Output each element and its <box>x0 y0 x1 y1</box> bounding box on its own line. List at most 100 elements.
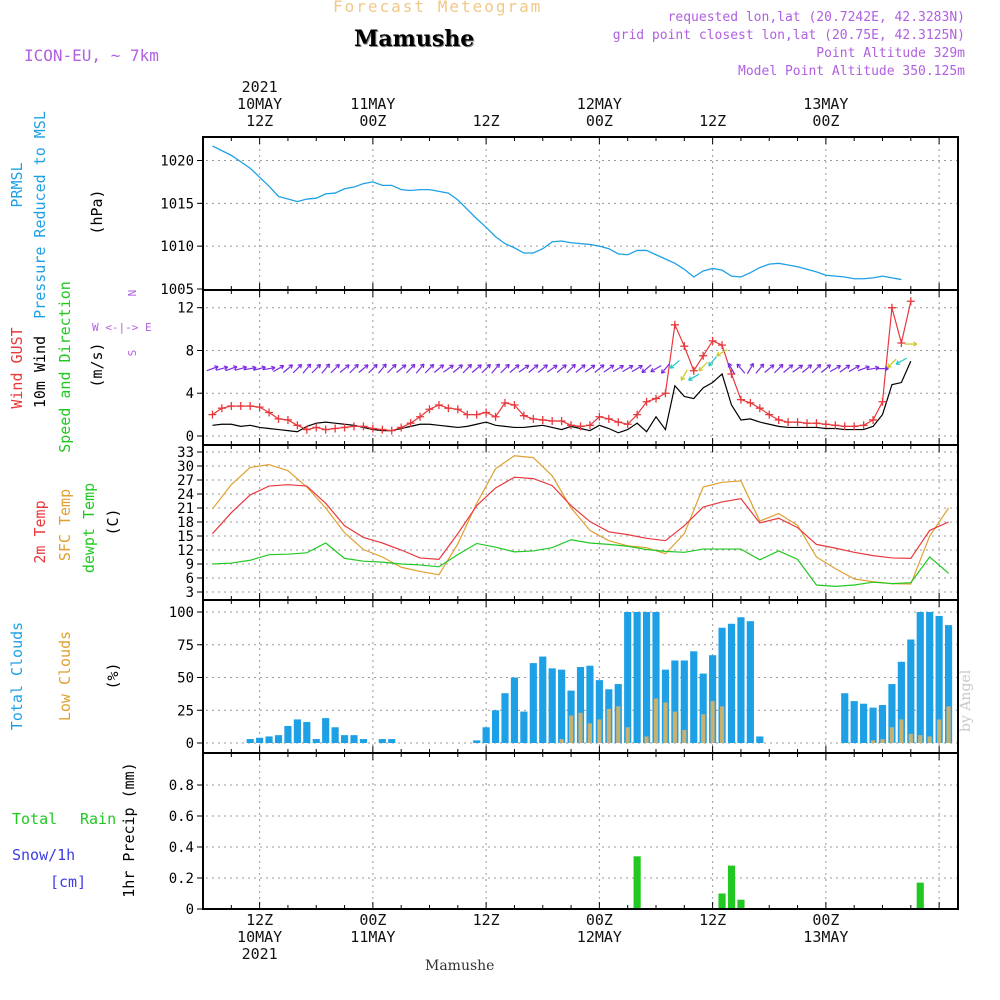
wind-direction-arrow <box>716 349 728 357</box>
ytick-label-wind: 0 <box>186 429 194 445</box>
bottom-time-label-l2: 12MAY <box>577 928 622 946</box>
wind-direction-arrow <box>669 360 680 369</box>
wind-direction-arrow <box>424 363 435 374</box>
wind-direction-shaft <box>783 364 794 373</box>
ytick-label-clouds: 25 <box>177 703 194 719</box>
wind-direction-shaft <box>650 365 662 373</box>
total-cloud-bar <box>690 651 698 743</box>
wind-gust-marker <box>755 404 764 413</box>
total-cloud-bar <box>246 739 254 743</box>
top-time-label-l3: 00Z <box>359 112 386 130</box>
precip-unit: 1hr Precip (mm) <box>120 762 138 897</box>
low-cloud-bar <box>663 702 668 743</box>
top-time-label-l3: 00Z <box>586 112 613 130</box>
panel-frame-precip <box>202 752 959 910</box>
ytick-label-precip: 0 <box>186 902 194 918</box>
wind-direction-arrow <box>377 363 387 374</box>
total-cloud-bar <box>539 656 547 743</box>
wind-gust-marker <box>217 404 226 413</box>
wind-direction-shaft <box>829 365 841 373</box>
wind-direction-head <box>836 364 842 370</box>
wind-direction-shaft <box>415 363 425 374</box>
wind-direction-arrow <box>904 341 918 347</box>
wind-direction-head <box>242 365 247 371</box>
ytick-label-temperature: 18 <box>177 515 194 531</box>
wind-gust-marker <box>585 421 594 430</box>
wind-direction-shaft <box>716 349 728 357</box>
wind-direction-shaft <box>518 364 530 373</box>
wind-direction-shaft <box>263 367 276 371</box>
wind-gust-marker <box>359 422 368 431</box>
low-cloud-bar <box>889 727 895 743</box>
wind-gust-marker <box>746 398 755 407</box>
wind-gust-marker <box>595 412 604 421</box>
total-cloud-bar <box>501 693 509 743</box>
wind-gust-marker <box>397 423 406 432</box>
wind-direction-shaft <box>566 363 576 374</box>
wind-direction-head <box>884 366 889 372</box>
precip-total-label: Total <box>12 810 57 828</box>
wind-direction-head <box>736 363 742 369</box>
wind-direction-arrow <box>509 364 520 373</box>
wind-direction-head <box>345 364 350 369</box>
wind-direction-head <box>391 363 397 369</box>
wind-gust-marker <box>255 403 264 412</box>
wind-direction-head <box>571 363 576 369</box>
wind-direction-shaft <box>244 367 257 371</box>
wind-direction-shaft <box>746 363 754 375</box>
total-cloud-bar <box>322 718 330 743</box>
wind-direction-shaft <box>368 363 378 374</box>
wind-gust-marker <box>227 402 236 411</box>
wind-direction-arrow <box>358 364 369 373</box>
bottom-time-label-l1: 00Z <box>812 911 839 929</box>
low-cloud-bar <box>568 715 574 743</box>
wind-gust-marker <box>425 405 434 414</box>
wind-direction-head <box>261 365 266 371</box>
wind-direction-arrow <box>895 357 907 365</box>
wind-direction-head <box>887 363 892 369</box>
bottom-time-label-l2: 13MAY <box>803 928 848 946</box>
wind-gust-marker <box>312 423 321 432</box>
low-cloud-bar <box>597 719 602 743</box>
wind-direction-head <box>373 363 378 369</box>
wind-direction-shaft <box>396 364 407 373</box>
wind-direction-shaft <box>622 365 634 373</box>
wind-unit: (m/s) <box>88 342 106 387</box>
ytick-label-temperature: 30 <box>177 459 194 475</box>
wind-direction-head <box>660 369 666 374</box>
wind-direction-arrow <box>311 363 322 374</box>
wind-direction-arrow <box>491 363 501 374</box>
wind-direction-shaft <box>405 363 416 374</box>
temp-sfc-line <box>211 455 950 585</box>
wind-direction-head <box>429 363 435 369</box>
top-time-label-l2: 13MAY <box>803 95 848 113</box>
wind-gust-marker <box>510 400 519 409</box>
low-cloud-bar <box>701 714 706 743</box>
wind-direction-shaft <box>387 363 397 374</box>
wind-direction-arrow <box>253 365 266 371</box>
wind-direction-shaft <box>443 364 454 373</box>
wind-direction-head <box>401 364 407 369</box>
wind-gust-marker <box>463 410 472 419</box>
wind-direction-head <box>354 363 359 369</box>
panel-frame-wind <box>202 289 959 446</box>
total-cloud-bar <box>482 727 490 743</box>
footer-station: Mamushe <box>425 958 495 974</box>
wind-direction-shaft <box>575 364 586 373</box>
ytick-label-temperature: 24 <box>177 487 194 503</box>
wind-gust-marker <box>803 419 811 428</box>
wind-direction-shaft <box>848 365 860 373</box>
wind-gust-marker <box>642 397 651 406</box>
wind-direction-arrow <box>244 365 257 371</box>
wind-direction-arrow <box>396 364 407 373</box>
wind-gust-marker <box>812 419 821 428</box>
total-cloud-bar <box>652 612 660 743</box>
wind-gust-marker <box>387 426 396 435</box>
wind-direction-head <box>458 364 463 369</box>
total-cloud-bar <box>907 639 915 743</box>
wind-direction-arrow <box>405 363 416 374</box>
wind-direction-arrow <box>820 364 832 373</box>
wind-direction-arrow <box>566 363 576 374</box>
wind-direction-head <box>628 364 634 370</box>
super-title: Forecast Meteogram <box>333 0 543 16</box>
